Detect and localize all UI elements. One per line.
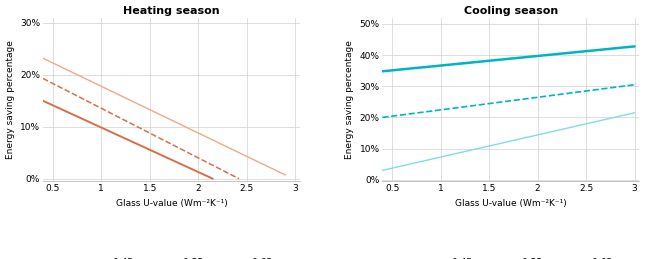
- Legend: g = 0.45, g = 0.55, g = 0.65: g = 0.45, g = 0.55, g = 0.65: [67, 255, 276, 259]
- Title: Heating season: Heating season: [123, 5, 220, 16]
- X-axis label: Glass U-value (Wm⁻²K⁻¹): Glass U-value (Wm⁻²K⁻¹): [455, 199, 567, 208]
- X-axis label: Glass U-value (Wm⁻²K⁻¹): Glass U-value (Wm⁻²K⁻¹): [115, 199, 228, 208]
- Title: Cooling season: Cooling season: [464, 5, 558, 16]
- Y-axis label: Energy saving percentage: Energy saving percentage: [345, 40, 354, 159]
- Y-axis label: Energy saving percentage: Energy saving percentage: [6, 40, 15, 159]
- Legend: g = 0.45, g = 0.55, g = 0.65: g = 0.45, g = 0.55, g = 0.65: [406, 255, 615, 259]
